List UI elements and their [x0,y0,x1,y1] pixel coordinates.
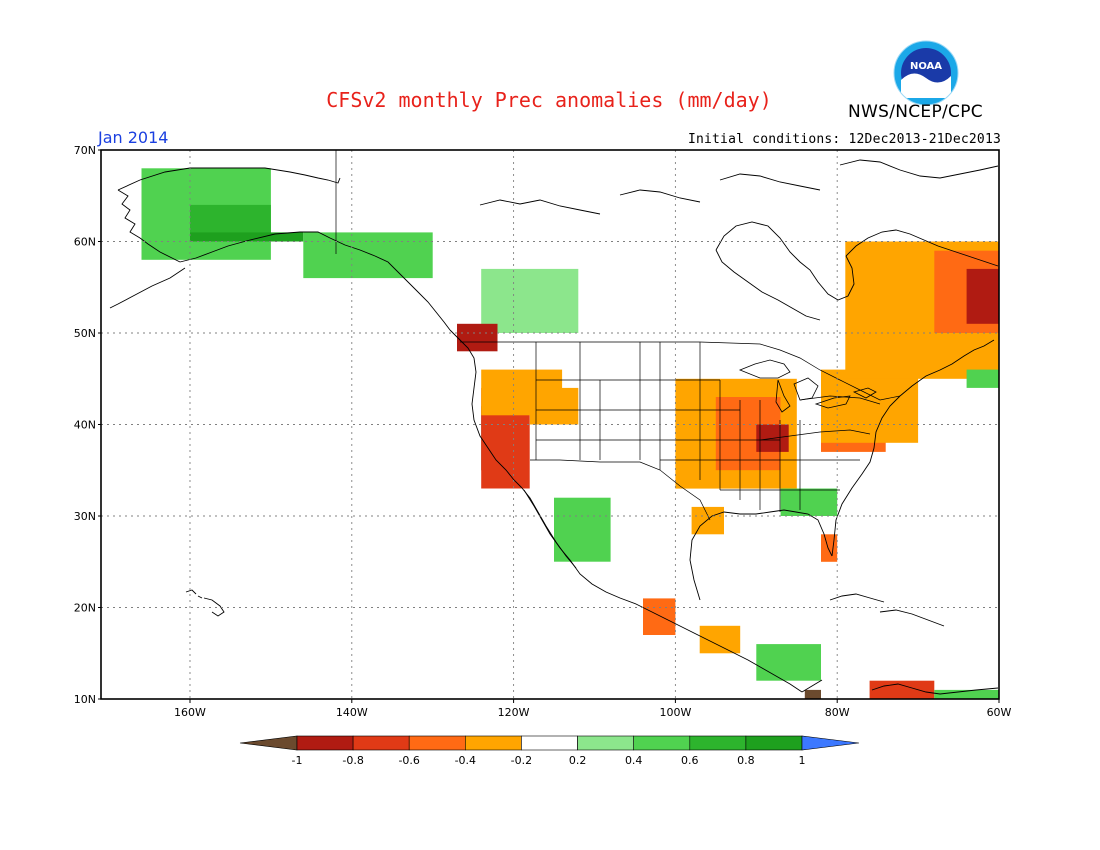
anomaly-cell-4 [481,268,579,333]
anomaly-cell-25 [756,644,821,681]
colorbar-label: 1 [799,754,806,767]
anomaly-field [141,168,999,699]
chart-title: CFSv2 monthly Prec anomalies (mm/day) [326,88,772,112]
colorbar-segment [296,735,354,751]
anomaly-cell-19 [554,497,611,562]
noaa-logo-icon: NOAA [893,40,959,106]
anomaly-cell-22 [821,534,838,562]
colorbar-label: -1 [292,754,303,767]
political-borders [335,150,901,521]
lat-tick-label: 40N [74,419,96,432]
grid-lines [101,150,999,699]
lon-tick-label: 140W [336,706,368,719]
colorbar-segment [352,735,410,751]
colorbar-segment [408,735,466,751]
anomaly-cell-21 [780,488,838,516]
colorbar-segment [633,735,691,751]
anomaly-cell-2 [190,232,304,242]
anomaly-cell-20 [691,506,724,535]
colorbar-label: -0.6 [398,754,419,767]
anomaly-cell-17 [966,268,999,324]
lat-tick-label: 30N [74,510,96,523]
anomaly-cell-23 [643,598,676,635]
colorbar-segment [464,735,522,751]
colorbar-segment [745,735,803,751]
svg-text:NOAA: NOAA [910,61,942,72]
agency-label: NWS/NCEP/CPC [848,102,983,122]
lat-tick-label: 20N [74,602,96,615]
lon-tick-label: 100W [659,706,691,719]
colorbar-below-arrow [239,735,298,751]
colorbar-label: 0.4 [625,754,643,767]
lon-tick-label: 80W [825,706,850,719]
anomaly-cell-9 [529,387,579,425]
colorbar-label: 0.6 [681,754,699,767]
colorbar-segment [577,735,634,751]
anomaly-cell-26 [804,689,821,699]
anomaly-cell-3 [303,232,433,279]
anomaly-cell-27 [869,680,935,699]
lat-tick-label: 50N [74,327,96,340]
lakes [738,359,877,413]
anomaly-cell-28 [934,689,999,699]
colorbar-label: -0.4 [455,754,476,767]
anomaly-cell-5 [457,323,498,352]
color-bar: -1 -0.8 -0.6 -0.4 -0.2 0.2 0.4 0.6 0.8 1 [239,735,860,767]
longitude-labels: 160W 140W 120W 100W 80W 60W [174,699,1012,719]
lat-tick-label: 10N [74,693,96,706]
valid-period-label: Jan 2014 [98,128,169,147]
initial-conditions-label: Initial conditions: 12Dec2013-21Dec2013 [687,132,1001,147]
latitude-labels: 70N 60N 50N 40N 30N 20N 10N [74,144,101,706]
lon-tick-label: 120W [498,706,530,719]
colorbar-label: 0.8 [737,754,755,767]
anomaly-cell-24 [699,625,741,654]
colorbar-segment [689,735,747,751]
lon-tick-label: 60W [987,706,1012,719]
lon-tick-label: 160W [174,706,206,719]
anomaly-cell-18 [966,369,999,388]
colorbar-segment [521,735,578,751]
lat-tick-label: 70N [74,144,96,157]
colorbar-label: 0.2 [569,754,587,767]
colorbar-label: -0.2 [511,754,532,767]
colorbar-above-arrow [801,735,860,751]
colorbar-label: -0.8 [342,754,363,767]
lat-tick-label: 60N [74,236,96,249]
coastlines [109,159,999,695]
